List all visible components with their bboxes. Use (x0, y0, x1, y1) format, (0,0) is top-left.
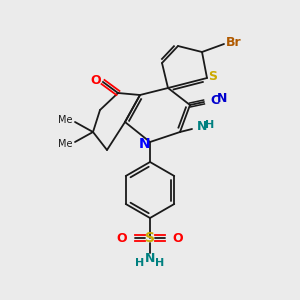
Text: H: H (206, 120, 214, 130)
Text: Me: Me (58, 115, 72, 125)
Text: S: S (208, 70, 217, 83)
Text: N: N (217, 92, 227, 106)
Text: H: H (155, 258, 165, 268)
Text: S: S (145, 231, 155, 245)
Text: N: N (139, 137, 151, 151)
Text: N: N (145, 251, 155, 265)
Text: O: O (117, 232, 127, 244)
Text: O: O (173, 232, 183, 244)
Text: C: C (210, 94, 220, 107)
Text: N: N (197, 121, 207, 134)
Text: Me: Me (58, 139, 72, 149)
Text: Br: Br (226, 37, 242, 50)
Text: H: H (135, 258, 145, 268)
Text: O: O (91, 74, 101, 88)
